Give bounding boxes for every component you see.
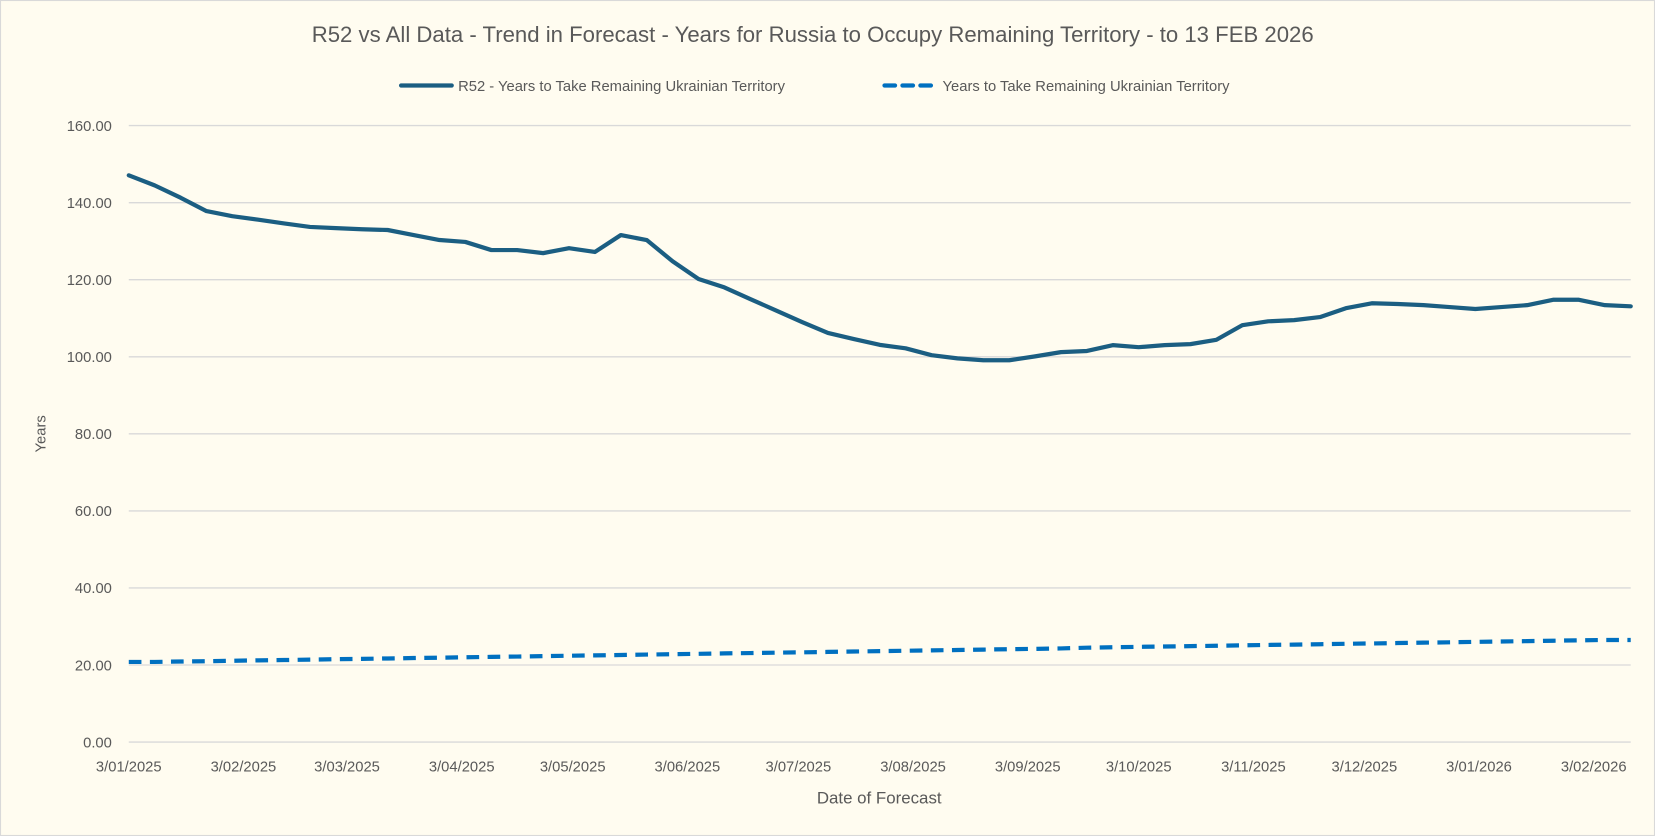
x-tick-label: 3/02/2026 — [1561, 760, 1627, 776]
legend-label-r52: R52 - Years to Take Remaining Ukrainian … — [458, 79, 786, 95]
x-axis-ticks: 3/01/2025 3/02/2025 3/03/2025 3/04/2025 3/05… — [96, 760, 1627, 776]
x-tick-label: 3/04/2025 — [429, 760, 495, 776]
y-tick-label: 20.00 — [75, 658, 112, 674]
y-tick-label: 0.00 — [83, 735, 112, 751]
y-tick-label: 140.00 — [67, 196, 112, 212]
y-tick-label: 100.00 — [67, 350, 112, 366]
x-tick-label: 3/03/2025 — [314, 760, 380, 776]
y-tick-label: 40.00 — [75, 581, 112, 597]
x-axis-label: Date of Forecast — [817, 788, 942, 807]
x-tick-label: 3/07/2025 — [766, 760, 832, 776]
y-tick-label: 160.00 — [67, 119, 112, 135]
series-line-r52 — [126, 173, 1633, 363]
x-tick-label: 3/10/2025 — [1106, 760, 1172, 776]
legend: R52 - Years to Take Remaining Ukrainian … — [398, 79, 1231, 95]
legend-label-all: Years to Take Remaining Ukrainian Territ… — [943, 79, 1231, 95]
y-axis-ticks: 0.00 20.00 40.00 60.00 80.00 100.00 120.00 140.… — [67, 119, 112, 751]
x-tick-label: 3/02/2025 — [211, 760, 277, 776]
x-tick-label: 3/01/2026 — [1446, 760, 1512, 776]
series-lines — [126, 173, 1633, 665]
y-axis-label: Years — [33, 415, 49, 452]
x-tick-label: 3/05/2025 — [540, 760, 606, 776]
y-tick-label: 80.00 — [75, 427, 112, 443]
x-tick-label: 3/12/2025 — [1332, 760, 1398, 776]
x-tick-label: 3/11/2025 — [1221, 760, 1286, 776]
gridlines — [128, 124, 1631, 743]
x-tick-label: 3/09/2025 — [995, 760, 1061, 776]
x-tick-label: 3/08/2025 — [880, 760, 946, 776]
x-tick-label: 3/01/2025 — [96, 760, 162, 776]
chart-title: R52 vs All Data - Trend in Forecast - Ye… — [312, 22, 1314, 47]
y-tick-label: 120.00 — [67, 273, 112, 289]
y-tick-label: 60.00 — [75, 504, 112, 520]
series-line-all-data — [128, 637, 1631, 665]
x-tick-label: 3/06/2025 — [655, 760, 721, 776]
